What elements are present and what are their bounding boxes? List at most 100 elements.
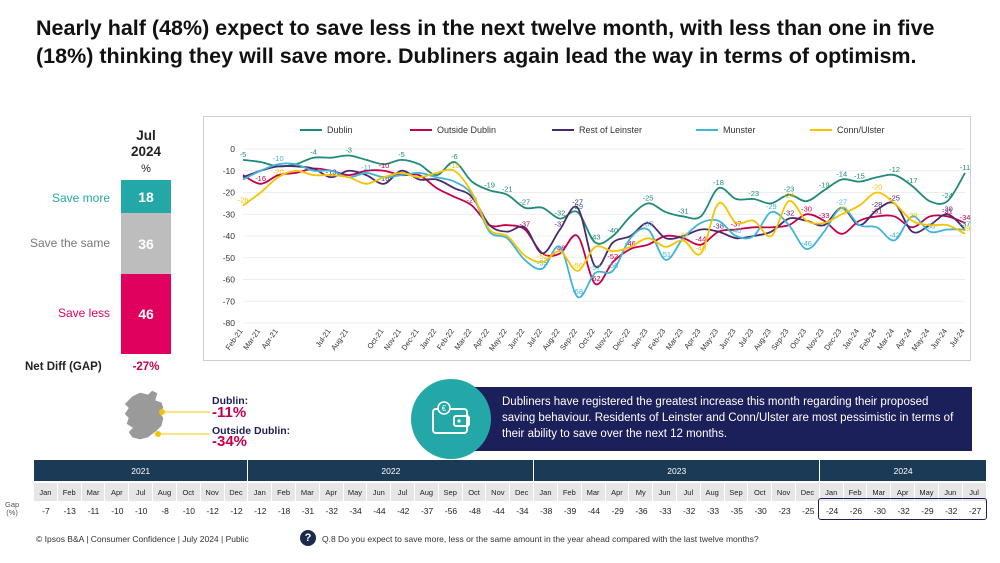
data-label: -48 — [695, 243, 706, 252]
net-diff-value: -27% — [132, 361, 160, 373]
data-label: -44 — [695, 235, 706, 244]
data-label: -16 — [255, 174, 266, 183]
gap-month-cell: Apr — [319, 483, 344, 501]
gap-value-cell: -10 — [135, 505, 148, 516]
gap-month-cell: Mar — [295, 483, 320, 501]
gap-value-cell: -34 — [516, 505, 529, 516]
data-label: -10 — [273, 154, 284, 163]
data-label: -14 — [836, 169, 847, 178]
gap-value-cell: -48 — [468, 505, 481, 516]
x-tick-label: Jun-23 — [717, 327, 738, 351]
gap-value-cell: -34 — [349, 505, 362, 516]
dublin-callout-value: -11% — [212, 404, 247, 421]
gap-month-cell: Oct — [748, 483, 773, 501]
x-tick-label: Jun-22 — [506, 327, 527, 351]
gap-value-cell: -12 — [230, 505, 243, 516]
save-same-bar: 36 — [121, 213, 171, 274]
gap-year-header: 2021 — [34, 460, 249, 481]
outside-dublin-callout-label: Outside Dublin: — [212, 425, 291, 437]
gap-value-cell: -36 — [635, 505, 648, 516]
data-label: -32 — [555, 209, 566, 218]
gap-month-cell: Nov — [772, 483, 796, 501]
data-label: -30 — [801, 204, 812, 213]
gap-month-row: Jan Feb Mar Apr Jul Aug Oct Nov Dec Jan Feb Mar Apr M… — [34, 483, 987, 501]
summary-period-label: Jul 2024 — [130, 128, 162, 159]
data-label: -29 — [907, 211, 918, 220]
gap-month-cell: Feb — [557, 483, 582, 501]
gap-month-cell: Dec — [510, 483, 535, 501]
gap-month-cell: Feb — [272, 483, 296, 501]
gap-month-cell: Feb — [843, 483, 868, 501]
gap-value-cell: -44 — [492, 505, 505, 516]
footer-copyright: © Ipsos B&A | Consumer Confidence | July… — [36, 534, 249, 544]
gap-2024-highlight — [818, 498, 987, 520]
data-label: -37 — [519, 219, 530, 228]
y-tick-label: -30 — [223, 209, 236, 219]
x-tick-label: Feb-22 — [435, 327, 456, 352]
x-tick-label: Jun-24 — [928, 327, 949, 351]
wallet-icon: € — [411, 379, 491, 459]
data-label: -55 — [537, 259, 548, 268]
data-label: -10 — [378, 161, 389, 170]
insight-text: Dubliners have registered the greatest i… — [502, 396, 954, 440]
data-label: -62 — [590, 274, 601, 283]
gap-value-cell: -44 — [373, 505, 386, 516]
gap-value-cell: -24 — [825, 505, 839, 516]
data-label: -56 — [607, 261, 618, 270]
x-tick-label: Apr-21 — [260, 327, 280, 351]
gap-month-cell: Dec — [224, 483, 249, 501]
y-tick-label: -80 — [223, 318, 236, 328]
gap-month-cell: Mar — [81, 483, 106, 501]
net-diff-label: Net Diff (GAP) — [25, 361, 102, 373]
gap-month-cell: Apr — [105, 483, 130, 501]
series-line-dublin — [242, 154, 966, 245]
gap-month-cell: Sep — [724, 483, 749, 501]
x-tick-label: May-23 — [698, 327, 720, 353]
gap-value-cell: -33 — [706, 505, 720, 516]
data-label: -40 — [731, 226, 742, 235]
gap-value-cell: -30 — [754, 505, 767, 516]
x-tick-label: Feb-24 — [858, 327, 879, 352]
gap-month-cell: Jul — [962, 483, 987, 501]
legend-item-dublin: Dublin — [300, 125, 353, 135]
gap-month-cell: Apr — [605, 483, 630, 501]
data-label: -40 — [607, 226, 618, 235]
data-label: -17 — [907, 176, 918, 185]
gap-value-cell: -12 — [254, 505, 267, 516]
gap-value-cell: -29 — [921, 505, 934, 516]
data-label: -46 — [625, 239, 636, 248]
dublin-callout-label: Dublin: — [212, 395, 249, 407]
data-label: -13 — [326, 167, 337, 176]
gap-year-header: 2022 — [248, 460, 535, 481]
x-tick-label: Dec-22 — [611, 327, 632, 352]
gap-year-header: 2023 — [534, 460, 821, 481]
data-label: -38 — [924, 222, 935, 231]
gap-value-cell: -37 — [420, 505, 434, 516]
gap-month-cell: Mar — [581, 483, 606, 501]
legend-item-conn-ulster: Conn/Ulster — [810, 125, 885, 135]
legend-swatch — [810, 129, 832, 131]
gap-value-cell: -39 — [563, 505, 577, 516]
data-label: -39 — [960, 224, 971, 233]
data-label: -11 — [361, 163, 371, 172]
gap-value-cell: -44 — [587, 505, 601, 516]
summary-period: Jul 2024 % — [120, 128, 172, 177]
legend-label: Dublin — [327, 125, 353, 135]
data-label: -5 — [398, 150, 405, 159]
series-line-outside-dublin — [242, 167, 966, 286]
save-less-bar: 46 — [121, 274, 171, 354]
gap-month-cell: Aug — [153, 483, 177, 501]
y-tick-label: 0 — [230, 144, 235, 154]
series-line-munster — [242, 162, 966, 299]
y-tick-label: -20 — [223, 188, 236, 198]
legend-item-outside-dublin: Outside Dublin — [410, 125, 496, 135]
legend-item-munster: Munster — [696, 125, 756, 135]
data-label: -57 — [590, 263, 601, 272]
x-tick-label: Mar-21 — [241, 327, 262, 352]
data-label: -52 — [537, 252, 548, 261]
data-label: -37 — [643, 219, 654, 228]
ireland-map-icon — [123, 389, 210, 441]
gap-month-cell: Jul — [391, 483, 415, 501]
gap-month-cell: Apr — [891, 483, 916, 501]
summary-unit: % — [141, 163, 151, 175]
